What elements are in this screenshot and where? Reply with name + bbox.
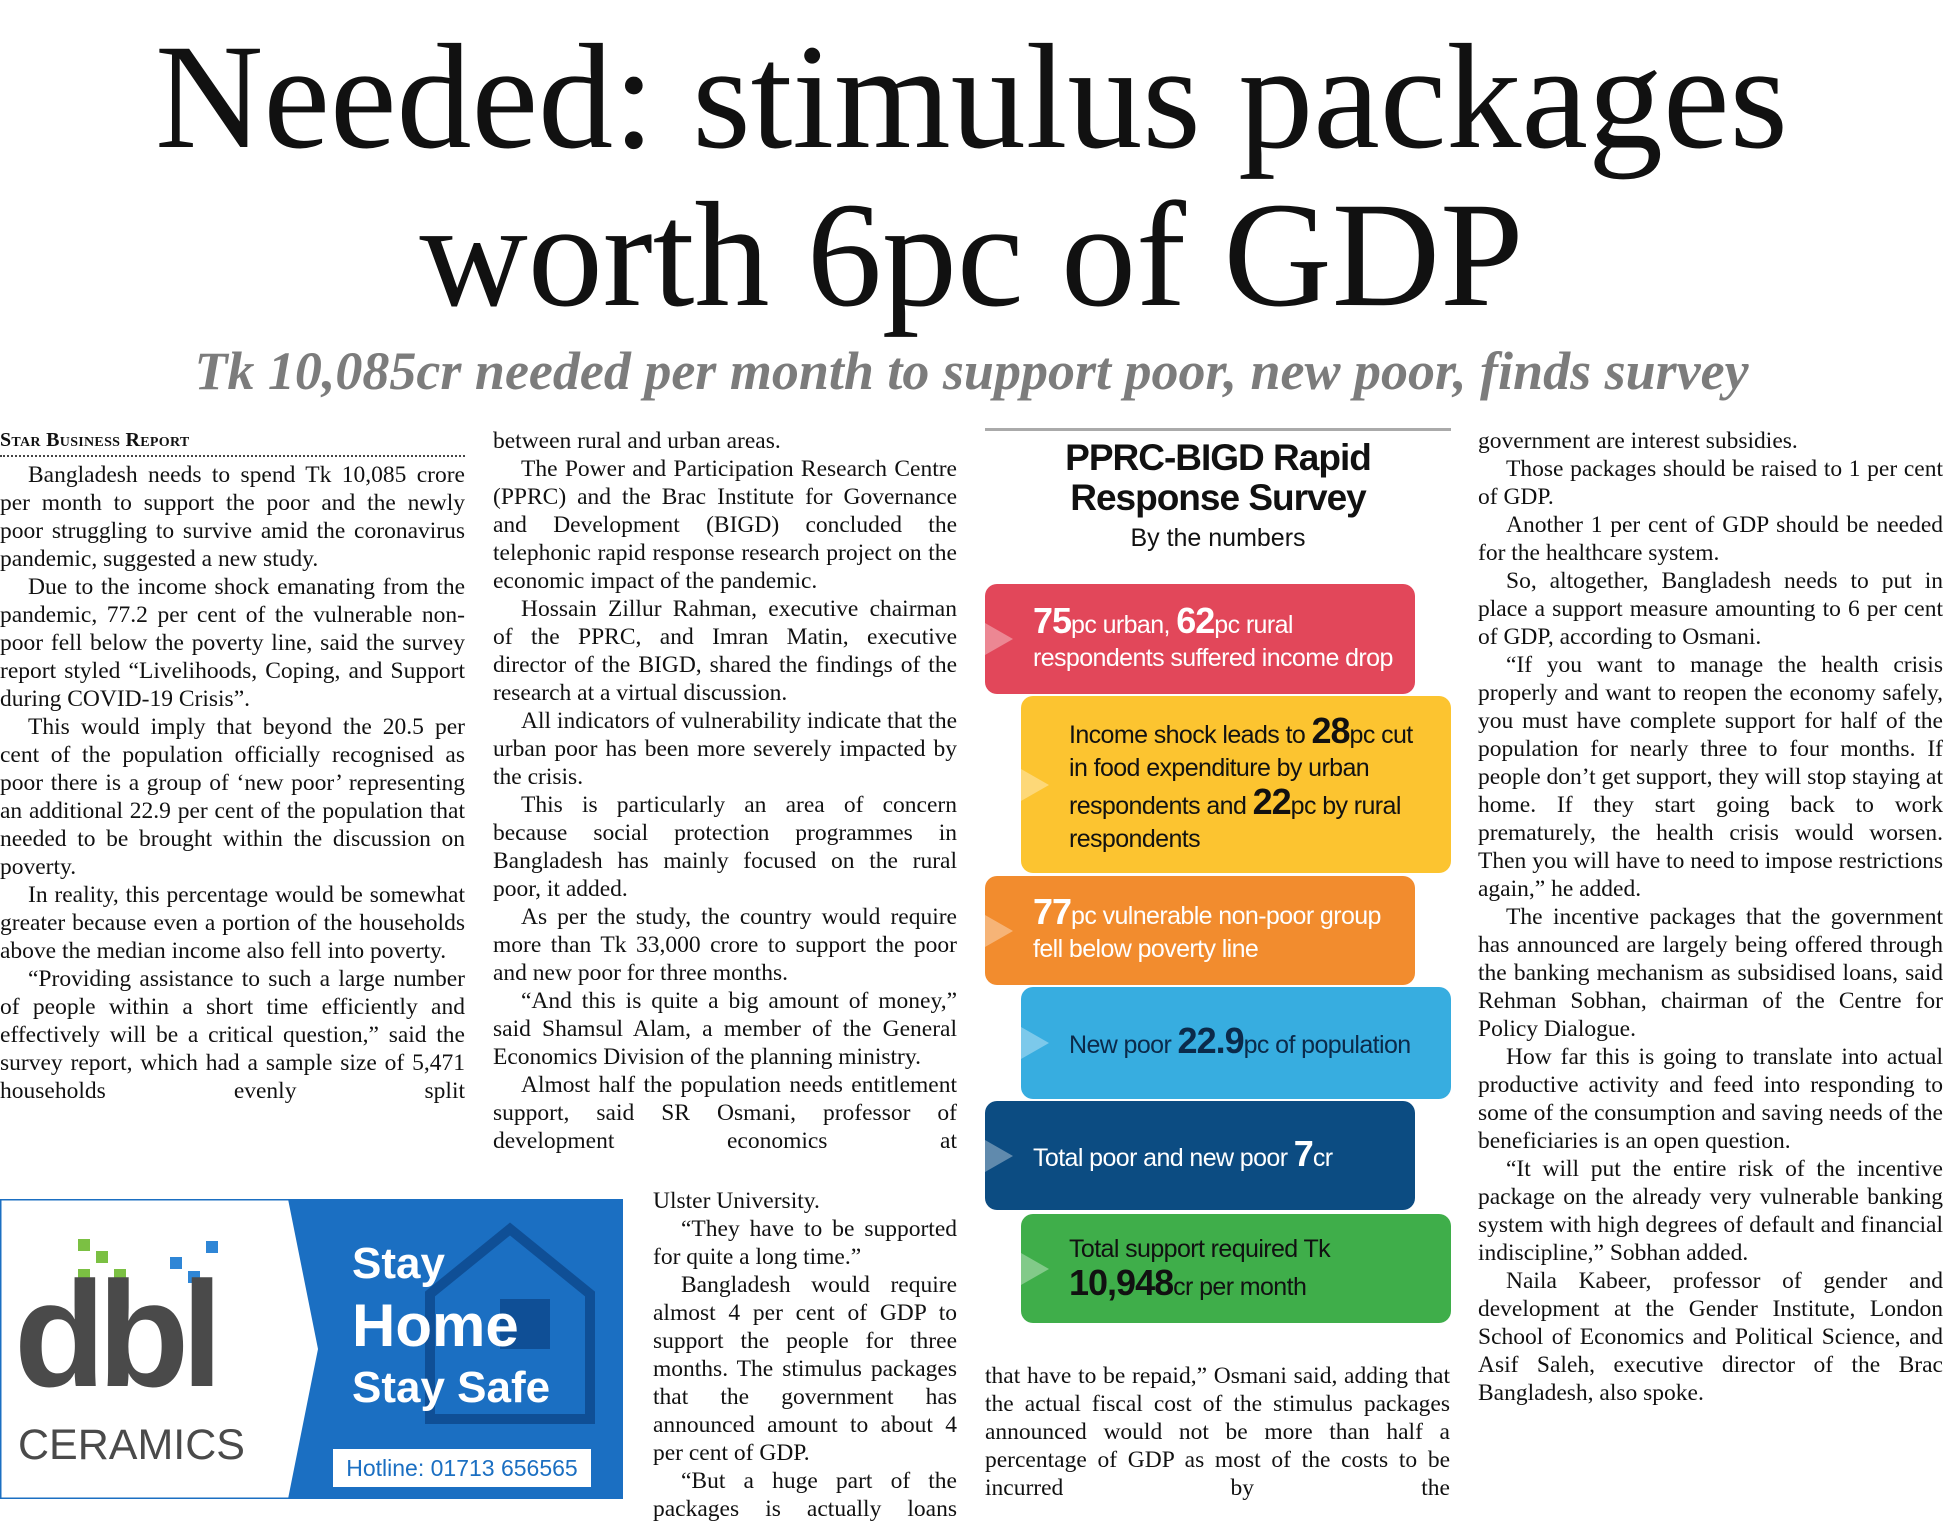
window <box>500 1299 550 1349</box>
stat-box: 75pc urban, 62pc rural respondents suffe… <box>985 584 1415 694</box>
infographic-subtitle: By the numbers <box>1130 524 1306 552</box>
column: Star Business Report Bangladesh needs to… <box>0 427 465 1105</box>
pixel <box>188 1271 200 1283</box>
stat-part: 75 <box>1033 599 1072 641</box>
ad-brand: CERAMICS <box>18 1421 245 1469</box>
paragraph: The incentive packages that the governme… <box>1478 904 1943 1042</box>
paragraph: government are interest subsidies. <box>1478 428 1798 454</box>
infographic-title: PPRC-BIGD Rapid Response Survey <box>1065 437 1372 518</box>
ad-logo: dbl <box>14 1250 223 1418</box>
stat-text: New poor 22.9pc of population <box>1069 1023 1412 1062</box>
pixel <box>206 1241 218 1253</box>
column: that have to be repaid,” Osmani said, ad… <box>985 1362 1450 1502</box>
paragraph: Hossain Zillur Rahman, executive chairma… <box>493 596 957 706</box>
stat-part: cr per month <box>1173 1273 1307 1301</box>
stat-part: New poor <box>1069 1031 1178 1059</box>
arrow <box>985 1139 1013 1172</box>
stat-text: 75pc urban, 62pc rural respondents suffe… <box>1033 602 1397 675</box>
pixel <box>78 1239 90 1251</box>
pixel <box>78 1269 90 1281</box>
arrow <box>985 914 1013 947</box>
paragraph: This is particularly an area of concern … <box>493 792 957 902</box>
column: between rural and urban areas. The Power … <box>493 427 957 1155</box>
stat-part: Total poor and new poor <box>1033 1143 1294 1172</box>
ad-hotline: Hotline: 01713 656565 <box>346 1455 578 1481</box>
paragraph: In reality, this percentage would be som… <box>0 882 465 964</box>
stat-part: Income shock leads to <box>1069 720 1312 749</box>
stat-box: Total support required Tk 10,948cr per m… <box>1021 1214 1451 1323</box>
pixel <box>114 1269 126 1281</box>
stat-part: pc urban, <box>1071 610 1177 639</box>
column: Ulster University. “They have to be suppo… <box>653 1187 957 1523</box>
arrow <box>1021 768 1049 801</box>
paragraph: “If you want to manage the health crisis… <box>1478 652 1943 902</box>
ad-line: Stay <box>352 1239 445 1288</box>
paragraph: “But a huge part of the packages is actu… <box>653 1468 957 1522</box>
headline: Needed: stimulus packages worth 6pc of G… <box>155 14 1788 338</box>
stat-text: Income shock leads to 28pc cut in food e… <box>1069 712 1433 856</box>
ad-lines: Stay Home Stay Safe <box>352 1237 550 1415</box>
paragraph: The Power and Participation Research Cen… <box>493 456 957 594</box>
paragraph: “They have to be supported for quite a l… <box>653 1216 957 1270</box>
paragraph: “Providing assistance to such a large nu… <box>0 966 465 1104</box>
paragraph: that have to be repaid,” Osmani said, ad… <box>985 1363 1450 1501</box>
stat-part: 10,948 <box>1069 1262 1174 1303</box>
stat-part: pc by rural respondents <box>1069 791 1408 853</box>
paragraph: Almost half the population needs entitle… <box>493 1072 957 1154</box>
rule <box>985 428 1451 431</box>
paragraph: “It will put the entire risk of the ince… <box>1478 1156 1943 1266</box>
stat-part: 7 <box>1293 1132 1314 1174</box>
stat-part: 22.9 <box>1177 1020 1245 1061</box>
stat-box: 77pc vulnerable non-poor group fell belo… <box>985 876 1415 985</box>
ad-line: Home <box>352 1292 519 1359</box>
stat-part: 22 <box>1252 780 1292 822</box>
ad-line: Stay Safe <box>352 1363 551 1412</box>
paragraph: Bangladesh would require almost 4 per ce… <box>653 1272 957 1466</box>
advertisement: dbl CERAMICS Stay Home Stay Safe Hotline: … <box>0 1199 623 1499</box>
subheadline: Tk 10,085cr needed per month to support … <box>194 341 1749 401</box>
paragraph: All indicators of vulnerability indicate… <box>493 708 957 790</box>
stat-part: 62 <box>1176 599 1215 641</box>
stat-part: pc vulnerable non-poor group fell below … <box>1033 902 1388 963</box>
paragraph: This would imply that beyond the 20.5 pe… <box>0 714 465 880</box>
ad-graphic <box>0 1199 623 1499</box>
arrow <box>1021 1027 1049 1059</box>
hotline-box <box>333 1449 591 1487</box>
paragraph: Those packages should be raised to 1 per… <box>1478 456 1943 510</box>
paragraph: As per the study, the country would requ… <box>493 904 957 986</box>
stat-part: Total support required Tk <box>1069 1235 1337 1263</box>
paragraph: Due to the income shock emanating from t… <box>0 574 465 712</box>
stat-part: pc cut in food expenditure by urban resp… <box>1069 720 1420 820</box>
stat-text: Total support required Tk 10,948cr per m… <box>1069 1233 1433 1304</box>
infographic: PPRC-BIGD Rapid Response Survey By the n… <box>985 428 1451 1328</box>
stat-box: Income shock leads to 28pc cut in food e… <box>1021 696 1451 873</box>
stat-part: pc of population <box>1243 1031 1412 1059</box>
stat-box: New poor 22.9pc of population <box>1021 987 1451 1099</box>
paragraph: Naila Kabeer, professor of gender and de… <box>1478 1268 1943 1406</box>
paragraph: How far this is going to translate into … <box>1478 1044 1943 1154</box>
stat-text: Total poor and new poor 7cr <box>1033 1135 1333 1175</box>
arrow <box>1021 1252 1049 1285</box>
paragraph: So, altogether, Bangladesh needs to put … <box>1478 568 1943 650</box>
pixel <box>170 1257 182 1269</box>
paragraph: Bangladesh needs to spend Tk 10,085 cror… <box>0 462 465 572</box>
byline: Star Business Report <box>0 427 465 457</box>
stat-text: 77pc vulnerable non-poor group fell belo… <box>1033 894 1397 966</box>
pixel <box>96 1251 108 1263</box>
stat-part: pc rural respondents suffered income dro… <box>1033 610 1393 672</box>
paragraph: Another 1 per cent of GDP should be need… <box>1478 512 1943 566</box>
paragraph: Ulster University. <box>653 1188 820 1214</box>
stat-part: cr <box>1312 1143 1333 1172</box>
column: government are interest subsidies. Those … <box>1478 427 1943 1407</box>
paragraph: “And this is quite a big amount of money… <box>493 988 957 1070</box>
paragraph: between rural and urban areas. <box>493 428 781 454</box>
arrow <box>985 623 1013 655</box>
stat-box: Total poor and new poor 7cr <box>985 1101 1415 1210</box>
house <box>425 1222 595 1424</box>
stat-part: 28 <box>1311 709 1351 751</box>
stat-part: 77 <box>1033 891 1072 932</box>
